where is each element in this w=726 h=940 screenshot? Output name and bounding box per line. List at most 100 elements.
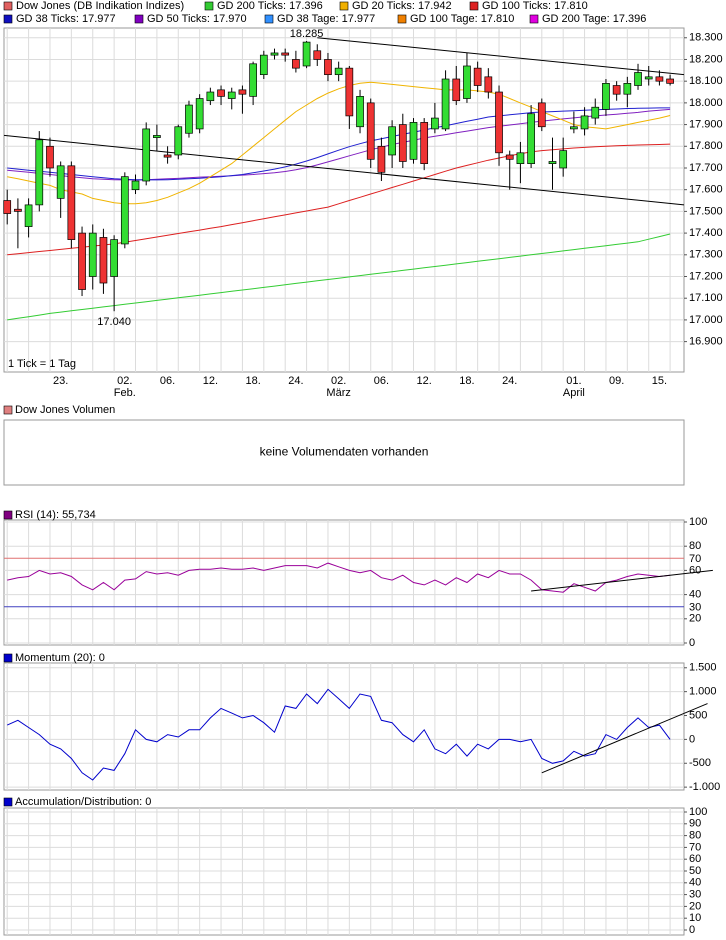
y-tick-label: -500 (689, 757, 711, 769)
y-tick-label: 20 (689, 900, 701, 912)
candle-body (612, 85, 621, 95)
y-tick-label: 0 (689, 924, 695, 936)
candle-body (259, 54, 268, 76)
candle-body (324, 59, 332, 76)
panel-title: Accumulation/Distribution: 0 (15, 796, 151, 808)
candle-body (463, 65, 471, 99)
legend-icon (134, 14, 144, 24)
candle-body (185, 104, 193, 134)
candle-body (644, 76, 653, 80)
candle-body (142, 128, 151, 182)
legend-label: GD 100 Ticks: 17.810 (482, 0, 588, 12)
legend-icon (3, 797, 13, 807)
x-month-label: Feb. (114, 387, 136, 399)
x-tick-label: 06. (374, 375, 389, 387)
y-tick-label: 17.900 (689, 118, 723, 130)
candle-body (313, 50, 322, 60)
plot-area (3, 419, 685, 486)
candle-body (527, 113, 535, 164)
trend-line (531, 569, 713, 592)
legend-label: GD 100 Tage: 17.810 (410, 13, 514, 25)
candle-body (548, 161, 557, 164)
y-tick-label: 20 (689, 613, 701, 625)
level-label: 30 (689, 602, 701, 614)
level-label: 70 (689, 553, 701, 565)
candle-body (398, 124, 407, 162)
candle-body (356, 96, 364, 128)
candle-body (420, 122, 429, 164)
y-tick-label: 17.200 (689, 270, 723, 282)
note: 1 Tick = 1 Tag (8, 358, 76, 370)
candle-body (46, 145, 54, 169)
y-tick-label: 18.200 (689, 53, 723, 65)
y-tick-label: 80 (689, 830, 701, 842)
candle-body (473, 67, 482, 86)
legend-icon (3, 14, 13, 24)
y-tick-label: 17.000 (689, 314, 723, 326)
candle-body (35, 139, 44, 206)
candle-body (206, 91, 215, 102)
annotation: 18.285 (290, 28, 324, 40)
candle-body (249, 63, 257, 97)
candle-body (56, 165, 65, 199)
candle-body (537, 102, 546, 128)
legend-icon (204, 1, 214, 11)
legend-icon (264, 14, 274, 24)
y-tick-label: 1.000 (689, 686, 717, 698)
panel-title: RSI (14): 55,734 (15, 509, 96, 521)
x-tick-label: 06. (160, 375, 175, 387)
legend-label: GD 200 Tage: 17.396 (542, 13, 646, 25)
series-line (7, 562, 671, 593)
y-tick-label: 17.700 (689, 162, 723, 174)
y-tick-label: 90 (689, 818, 701, 830)
candle-body (634, 72, 642, 86)
plot-area (3, 27, 685, 373)
y-tick-label: 17.500 (689, 205, 723, 217)
legend-label: GD 20 Ticks: 17.942 (352, 0, 452, 12)
candle-body (602, 82, 610, 110)
legend-label: GD 38 Ticks: 17.977 (16, 13, 116, 25)
y-tick-label: 80 (689, 540, 701, 552)
y-tick-label: 18.000 (689, 97, 723, 109)
y-tick-label: 17.100 (689, 292, 723, 304)
plot-area (3, 662, 685, 791)
legend-icon (529, 14, 539, 24)
candle-body (88, 232, 97, 277)
candle-body (227, 91, 236, 99)
x-month-label: April (563, 387, 585, 399)
candle-body (495, 91, 503, 154)
candle-body (3, 200, 12, 214)
legend-icon (397, 14, 407, 24)
candle-body (334, 67, 343, 76)
candle-body (174, 126, 183, 156)
legend-label: GD 50 Ticks: 17.970 (147, 13, 247, 25)
y-tick-label: 40 (689, 589, 701, 601)
y-tick-label: 17.400 (689, 227, 723, 239)
candle-body (409, 122, 418, 160)
trend-line (3, 134, 685, 206)
candle-body (292, 59, 300, 69)
candle-body (131, 180, 140, 191)
legend-icon (3, 653, 13, 663)
candle-body (570, 126, 578, 130)
series-line (7, 233, 671, 321)
x-tick-label: 09. (609, 375, 624, 387)
candle-body (195, 98, 204, 130)
x-tick-label: 02. (331, 375, 346, 387)
x-tick-label: 02. (117, 375, 132, 387)
y-tick-label: 17.600 (689, 184, 723, 196)
panel-title: Dow Jones Volumen (15, 404, 115, 416)
y-tick-label: 500 (689, 709, 707, 721)
y-tick-label: 50 (689, 865, 701, 877)
candle-body (484, 76, 493, 93)
x-tick-label: 12. (203, 375, 218, 387)
candle-body (67, 165, 76, 240)
candle-body (580, 115, 589, 130)
x-tick-label: 18. (459, 375, 474, 387)
candle-body (99, 237, 108, 284)
x-tick-label: 24. (502, 375, 517, 387)
candle-body (302, 41, 311, 67)
legend-label: Dow Jones (DB Indikation Indizes) (16, 0, 184, 12)
legend-label: GD 200 Ticks: 17.396 (217, 0, 323, 12)
x-tick-label: 18. (245, 375, 260, 387)
